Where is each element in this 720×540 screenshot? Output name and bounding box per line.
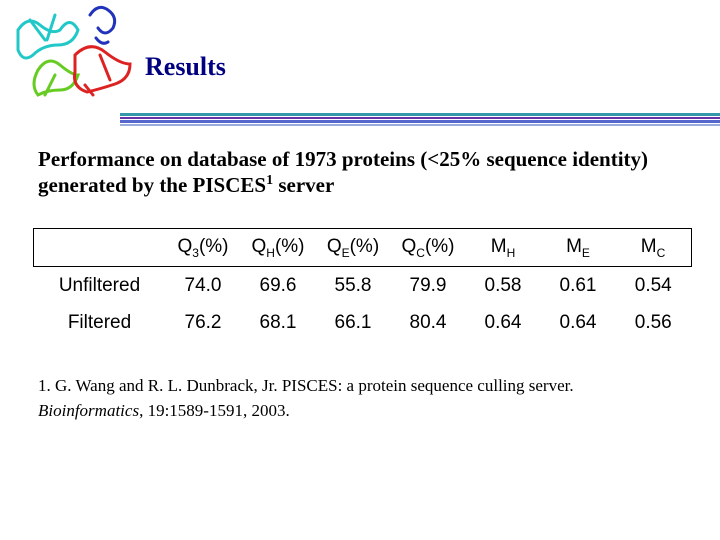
reference-details: , 19:1589-1591, 2003. bbox=[139, 400, 290, 420]
header-symbol: Q bbox=[401, 235, 417, 257]
reference-text: 1. G. Wang and R. L. Dunbrack, Jr. PISCE… bbox=[38, 376, 574, 395]
table-cell: 74.0 bbox=[184, 274, 222, 296]
table-row: Filtered 76.2 68.1 66.1 80.4 0.64 0.64 0.56 bbox=[34, 304, 692, 341]
intro-text: Performance on database of 1973 proteins… bbox=[38, 146, 678, 199]
header-symbol: M bbox=[490, 235, 507, 257]
row-label: Unfiltered bbox=[58, 274, 141, 296]
table-cell: 0.54 bbox=[634, 274, 672, 296]
table-cell: 0.56 bbox=[634, 311, 672, 333]
table-row: Unfiltered 74.0 69.6 55.8 79.9 0.58 0.61 0.54 bbox=[34, 267, 692, 305]
column-header: MH bbox=[465, 228, 541, 267]
header-symbol: Q bbox=[326, 235, 342, 257]
column-header: QC(%) bbox=[390, 228, 466, 267]
column-header: MC bbox=[615, 228, 692, 267]
table-cell: 80.4 bbox=[409, 311, 447, 333]
results-table: Q3(%) QH(%) QE(%) QC(%) MH ME MC Unfiltered 74.… bbox=[33, 228, 692, 341]
header-subscript: E bbox=[341, 245, 350, 260]
header-unit: (%) bbox=[198, 235, 229, 257]
header-symbol: M bbox=[640, 235, 657, 257]
table-body: Unfiltered 74.0 69.6 55.8 79.9 0.58 0.61 0.54 Fi… bbox=[34, 267, 692, 342]
table-cell: 0.64 bbox=[484, 311, 522, 333]
table-cell: 0.64 bbox=[559, 311, 597, 333]
header-subscript: E bbox=[581, 245, 590, 260]
header-symbol: Q bbox=[177, 235, 193, 257]
header-subscript: H bbox=[506, 245, 516, 260]
journal: Bioinformatics bbox=[38, 400, 140, 420]
row-label: Filtered bbox=[67, 311, 132, 333]
corner-cell bbox=[33, 228, 166, 267]
slide-title: Results bbox=[145, 52, 226, 81]
column-header: QE(%) bbox=[315, 228, 391, 267]
intro-body: Performance on database of 1973 proteins… bbox=[38, 147, 649, 198]
intro-tail: server bbox=[273, 173, 335, 198]
header-subscript: H bbox=[266, 245, 275, 260]
header-symbol: M bbox=[566, 235, 582, 257]
table-cell: 66.1 bbox=[334, 311, 372, 333]
table-cell: 0.61 bbox=[559, 274, 597, 296]
table-cell: 79.9 bbox=[409, 274, 447, 296]
table-cell: 55.8 bbox=[334, 274, 372, 296]
table-cell: 76.2 bbox=[184, 311, 222, 333]
header-unit: (%) bbox=[274, 235, 305, 257]
column-header: ME bbox=[540, 228, 616, 267]
header-subscript: 3 bbox=[192, 245, 199, 260]
header-unit: (%) bbox=[349, 235, 380, 257]
title-rule bbox=[120, 113, 720, 126]
table-cell: 69.6 bbox=[259, 274, 297, 296]
header-unit: (%) bbox=[424, 235, 455, 257]
header-subscript: C bbox=[656, 245, 666, 260]
protein-image bbox=[16, 5, 132, 97]
reference: 1. G. Wang and R. L. Dunbrack, Jr. PISCE… bbox=[38, 374, 698, 423]
table-cell: 68.1 bbox=[259, 311, 297, 333]
header-subscript: C bbox=[416, 245, 425, 260]
column-header: QH(%) bbox=[240, 228, 316, 267]
table-cell: 0.58 bbox=[484, 274, 522, 296]
footnote-mark: 1 bbox=[266, 173, 274, 189]
header-row: Q3(%) QH(%) QE(%) QC(%) MH ME MC bbox=[33, 228, 692, 267]
column-header: Q3(%) bbox=[165, 228, 241, 267]
header-symbol: Q bbox=[251, 235, 267, 257]
